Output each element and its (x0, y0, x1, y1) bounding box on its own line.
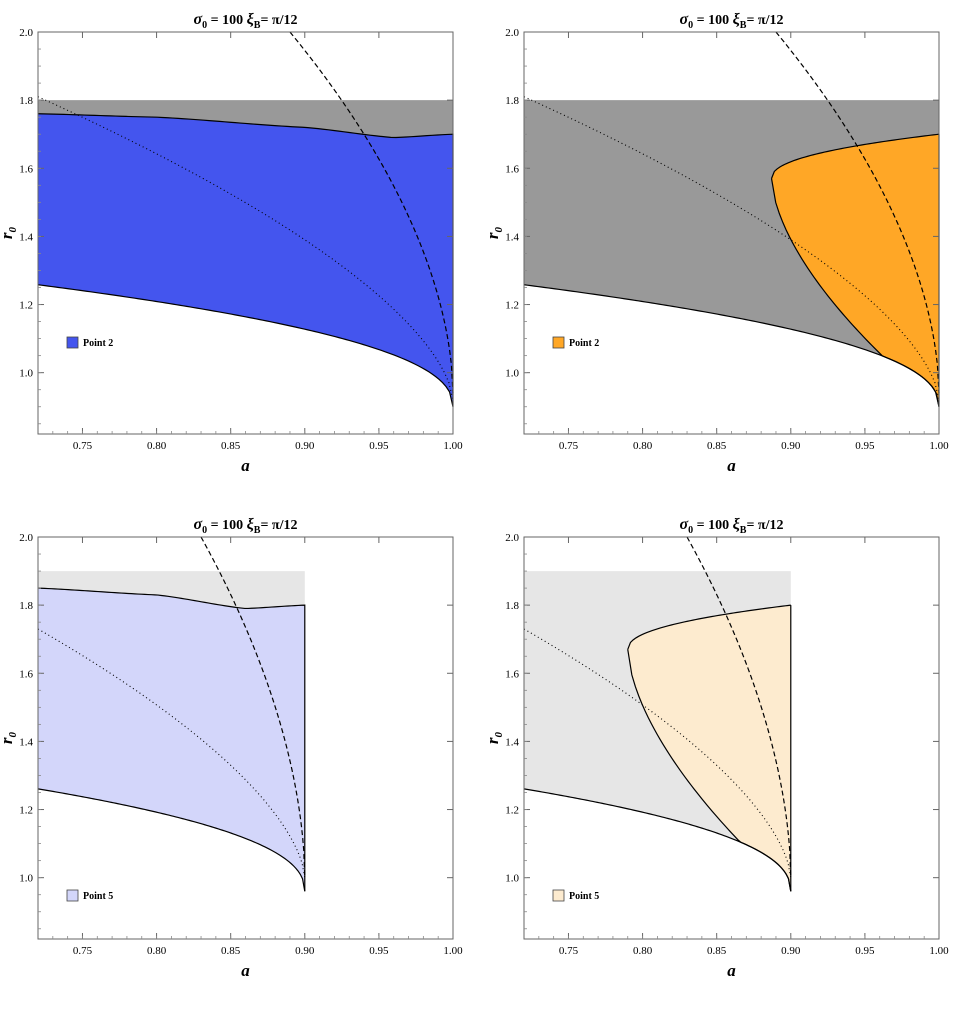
x-tick-label: 1.00 (929, 945, 949, 957)
x-tick-label: 0.80 (147, 945, 167, 957)
y-tick-label: 1.2 (19, 805, 33, 817)
y-tick-label: 1.2 (505, 300, 519, 312)
y-tick-label: 1.2 (19, 300, 33, 312)
x-tick-label: 1.00 (929, 440, 949, 452)
x-tick-label: 1.00 (443, 440, 463, 452)
x-axis-title: a (727, 456, 736, 475)
y-axis-title: r0 (483, 226, 505, 239)
upper-boundary-line (37, 587, 306, 892)
y-tick-label: 2.0 (19, 532, 33, 544)
x-tick-label: 0.75 (559, 945, 579, 957)
x-tick-label: 0.85 (221, 945, 241, 957)
dashed-curve (775, 31, 940, 394)
x-tick-label: 0.85 (221, 440, 241, 452)
y-tick-label: 1.6 (19, 163, 33, 175)
y-axis-title: r0 (0, 226, 19, 239)
x-tick-label: 0.90 (295, 440, 315, 452)
x-axis-title: a (727, 961, 736, 980)
lower-boundary-line (37, 284, 454, 407)
legend-swatch (552, 336, 565, 349)
y-tick-label: 1.4 (505, 231, 519, 243)
region-fill (38, 113, 453, 407)
region-fill (38, 588, 305, 892)
lower-boundary-line (37, 788, 306, 892)
dashed-curve (289, 31, 454, 394)
legend-swatch (66, 889, 79, 902)
y-tick-label: 1.6 (505, 163, 519, 175)
legend-swatch (552, 889, 565, 902)
lobe-upper-line (770, 133, 940, 179)
y-tick-label: 1.0 (19, 368, 33, 380)
y-tick-label: 1.4 (19, 736, 33, 748)
y-tick-label: 1.8 (19, 600, 33, 612)
dashed-curve (686, 536, 792, 878)
x-tick-label: 0.95 (369, 440, 389, 452)
y-tick-label: 2.0 (19, 27, 33, 39)
panel-title: σ0 = 100 ξB= π/12 (679, 516, 783, 536)
x-tick-label: 0.95 (855, 440, 875, 452)
x-tick-label: 0.90 (781, 440, 801, 452)
y-tick-label: 1.6 (505, 668, 519, 680)
panel-title: σ0 = 100 ξB= π/12 (193, 11, 297, 31)
y-tick-label: 1.2 (505, 805, 519, 817)
legend-label: Point 2 (569, 338, 599, 349)
legend-label: Point 5 (83, 891, 113, 902)
y-tick-label: 1.6 (19, 668, 33, 680)
region-fill (771, 134, 939, 407)
chart-panel-bottom-left: 0.75 0.80 0.85 0.90 0.95 1.00 1.0 1.2 1.4 1.6 1.8 2… (0, 516, 463, 980)
y-tick-label: 1.4 (505, 736, 519, 748)
x-tick-label: 0.95 (855, 945, 875, 957)
legend-swatch (66, 336, 79, 349)
y-tick-label: 1.0 (19, 873, 33, 885)
x-tick-label: 0.75 (73, 440, 93, 452)
y-axis-title: r0 (483, 731, 505, 744)
y-tick-label: 1.8 (505, 600, 519, 612)
region-fill (627, 605, 791, 892)
chart-panel-top-left: 0.75 0.80 0.85 0.90 0.95 1.00 1.0 1.2 1.4 1.6 1.8 2… (0, 11, 463, 475)
lobe-upper-line (627, 604, 791, 650)
panel-title: σ0 = 100 ξB= π/12 (679, 11, 783, 31)
x-tick-label: 0.80 (147, 440, 167, 452)
legend-label: Point 2 (83, 338, 113, 349)
x-tick-label: 0.90 (295, 945, 315, 957)
y-tick-label: 2.0 (505, 532, 519, 544)
x-tick-label: 0.80 (633, 440, 653, 452)
x-tick-label: 0.85 (707, 945, 727, 957)
x-tick-label: 0.75 (73, 945, 93, 957)
y-tick-label: 1.8 (505, 95, 519, 107)
y-tick-label: 1.4 (19, 231, 33, 243)
panel-title: σ0 = 100 ξB= π/12 (193, 516, 297, 536)
x-tick-label: 0.95 (369, 945, 389, 957)
y-tick-label: 1.0 (505, 368, 519, 380)
x-tick-label: 0.80 (633, 945, 653, 957)
legend-label: Point 5 (569, 891, 599, 902)
x-tick-label: 0.75 (559, 440, 579, 452)
upper-boundary-line (37, 113, 454, 407)
y-tick-label: 1.0 (505, 873, 519, 885)
dotted-curve (37, 96, 454, 401)
x-axis-title: a (241, 456, 250, 475)
x-tick-label: 0.85 (707, 440, 727, 452)
lower-boundary-line (523, 284, 940, 407)
y-axis-title: r0 (0, 731, 19, 744)
x-tick-label: 1.00 (443, 945, 463, 957)
x-tick-label: 0.90 (781, 945, 801, 957)
dashed-curve (200, 536, 306, 878)
lower-boundary-line (523, 788, 792, 892)
y-tick-label: 1.8 (19, 95, 33, 107)
chart-panel-bottom-right: 0.75 0.80 0.85 0.90 0.95 1.00 1.0 1.2 1.4 1.6 1.8 2… (483, 516, 949, 980)
y-tick-label: 2.0 (505, 27, 519, 39)
chart-panel-top-right: 0.75 0.80 0.85 0.90 0.95 1.00 1.0 1.2 1.4 1.6 1.8 2… (483, 11, 949, 475)
x-axis-title: a (241, 961, 250, 980)
dotted-curve (523, 96, 940, 401)
